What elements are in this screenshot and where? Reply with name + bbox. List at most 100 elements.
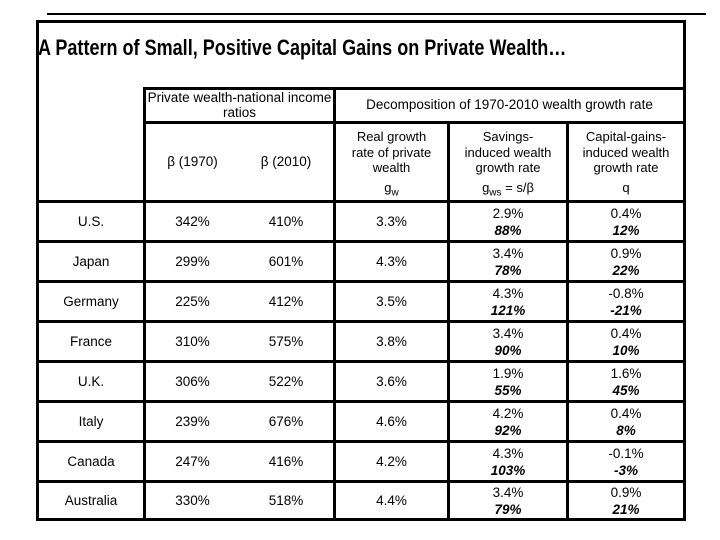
beta2010-cell: 575% [268,334,304,349]
q-share: 12% [612,222,640,238]
q-rate: 0.4% [610,405,642,421]
header-gw-line: Real growth [356,129,427,144]
gws-share: 103% [490,462,526,478]
header-gws-line: Savings- [482,129,534,144]
q-rate: 0.4% [610,325,642,341]
country-cell: Australia [64,493,118,508]
q-share: 45% [612,382,640,398]
header-q-line: growth rate [593,160,659,175]
q-share: -3% [613,462,638,478]
q-share: 21% [612,501,640,517]
header-q: Capital-gains- induced wealth growth rat… [569,124,683,200]
page-top-edge-line [47,13,706,15]
gws-cell: 4.3% 103% [450,443,566,480]
beta2010-cell: 416% [268,454,304,469]
beta1970-cell: 306% [175,374,210,389]
q-rate: 1.6% [610,365,642,381]
header-beta-1970: β (1970) [167,153,218,169]
q-rate: 0.9% [610,245,642,261]
gws-rate: 3.4% [492,484,524,500]
beta1970-cell: 310% [175,334,210,349]
row-divider [39,280,683,283]
gws-share: 90% [494,342,522,358]
gw-cell: 3.5% [376,294,407,309]
q-rate: 0.9% [610,484,642,500]
gws-rate: 3.4% [492,245,524,261]
country-cell: France [69,334,113,349]
row-divider [39,200,683,203]
gws-share: 88% [494,222,522,238]
gws-cell: 3.4% 79% [450,483,566,518]
q-share: -21% [610,302,642,318]
header-gws-line: induced wealth [464,144,552,160]
gw-cell: 4.6% [376,414,407,429]
beta2010-cell: 410% [268,214,304,229]
q-share: 8% [616,422,636,438]
q-cell: 0.4% 12% [569,203,683,240]
gws-share: 55% [494,382,522,398]
q-cell: 0.9% 21% [569,483,683,518]
gws-rate: 2.9% [492,205,524,221]
header-ratios-group: Private wealth-national income ratios [147,89,332,120]
table-header-divider [143,121,683,124]
gws-cell: 4.3% 121% [450,283,566,320]
country-cell: U.K. [77,374,105,389]
beta2010-cell: 522% [268,374,304,389]
header-q-line: induced wealth [582,144,670,160]
gw-cell: 4.3% [376,254,407,269]
beta2010-cell: 412% [268,294,304,309]
header-gw: Real growth rate of private wealth gw [336,124,447,200]
gws-rate: 4.3% [492,285,524,301]
beta1970-cell: 330% [175,493,210,508]
header-q-line: Capital-gains- [585,129,667,144]
gw-formula: gw [384,179,399,199]
gws-rate: 3.4% [492,325,524,341]
gws-share: 79% [494,501,522,517]
gws-rate: 4.3% [492,445,524,461]
column-divider-gws [566,121,569,518]
gws-rate: 4.2% [492,405,524,421]
q-share: 22% [612,262,640,278]
gws-cell: 2.9% 88% [450,203,566,240]
gw-cell: 4.2% [376,454,407,469]
gws-cell: 1.9% 55% [450,363,566,400]
gws-cell: 4.2% 92% [450,403,566,440]
column-divider-gw [447,121,450,518]
beta1970-cell: 342% [175,214,210,229]
header-gws-line: growth rate [475,160,541,175]
header-beta-2010: β (2010) [260,153,312,169]
q-cell: -0.1% -3% [569,443,683,480]
country-cell: Canada [67,454,115,469]
country-cell: Japan [72,254,110,269]
q-rate: -0.1% [608,445,644,461]
row-divider [39,480,683,483]
q-cell: -0.8% -21% [569,283,683,320]
q-rate: 0.4% [610,205,642,221]
gws-cell: 3.4% 78% [450,243,566,280]
beta1970-cell: 225% [175,294,210,309]
country-cell: Italy [78,414,104,429]
row-divider [39,240,683,243]
beta1970-cell: 299% [175,254,210,269]
q-cell: 0.4% 8% [569,403,683,440]
gw-cell: 4.4% [376,493,407,508]
gw-cell: 3.6% [376,374,407,389]
beta2010-cell: 601% [268,254,304,269]
q-cell: 0.4% 10% [569,323,683,360]
header-gws: Savings- induced wealth growth rate gws … [450,124,566,200]
q-formula: q [622,179,630,195]
header-gw-line: wealth [372,160,411,175]
gws-formula: gws = s/β [482,179,534,199]
beta1970-cell: 239% [175,414,210,429]
q-cell: 1.6% 45% [569,363,683,400]
beta2010-cell: 518% [268,493,304,508]
gws-share: 78% [494,262,522,278]
header-gw-line: rate of private [351,144,432,160]
header-decomposition-group: Decomposition of 1970-2010 wealth growth… [366,96,653,112]
gws-rate: 1.9% [492,365,524,381]
column-divider-beta [333,87,336,518]
gw-cell: 3.3% [376,214,407,229]
row-divider [39,400,683,403]
table-header-top-border [143,87,683,90]
q-share: 10% [612,342,640,358]
